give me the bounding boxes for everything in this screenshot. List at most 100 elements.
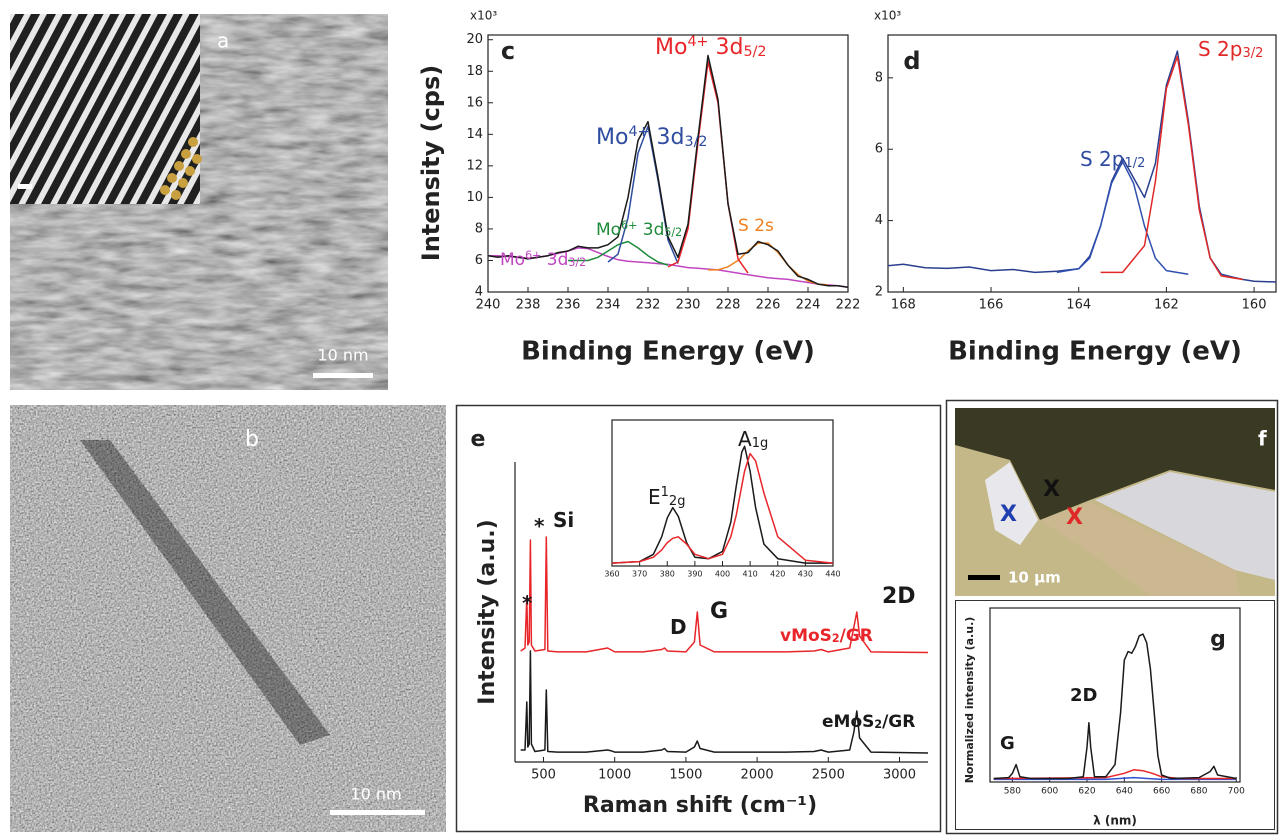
data-line (1056, 160, 1189, 275)
annotation: S 2p1/2 (1080, 147, 1145, 172)
x-tick-label: 700 (1228, 787, 1245, 797)
panel: d (903, 47, 920, 75)
annotation-part: G (1000, 733, 1015, 754)
annotation-part: 3d (650, 125, 685, 150)
annotation-part: 3d (541, 250, 568, 270)
annotation-part: /GR (840, 626, 873, 646)
annotation-part: 4+ (687, 34, 708, 50)
y-tick-label: 8 (875, 70, 883, 85)
annotation-part: 4+ (628, 124, 649, 140)
chart-3: 360 370 380 390 400 410 420 430 440 E12g A1g (604, 419, 841, 579)
x-tick-label: 440 (825, 570, 840, 579)
y-tick-label: 20 (466, 32, 483, 47)
annotation-part: 3d (637, 220, 664, 240)
annotation: G (1000, 733, 1015, 754)
annotation-part: /GR (882, 712, 915, 732)
annotation-part: G (710, 599, 728, 624)
x-tick-label: 400 (715, 570, 730, 579)
annotation-part: * (534, 514, 545, 538)
annotation-part: 5/2 (744, 44, 767, 60)
annotation-part: Mo (500, 250, 525, 270)
y-tick-label: 18 (466, 64, 483, 79)
annotation: E12g (648, 485, 685, 510)
series-group (888, 50, 1276, 283)
xlabel: Binding Energy (eV) (521, 337, 815, 367)
data-line (520, 536, 928, 654)
annotation: Si (553, 508, 574, 532)
x-tick-label: 168 (891, 298, 916, 313)
annotation-part: E (648, 485, 661, 509)
panel: g (1210, 627, 1226, 652)
x-tick-label: 240 (476, 298, 501, 313)
x-tick-label: 500 (531, 768, 556, 783)
annotation-part: Si (553, 508, 574, 532)
data-line (612, 452, 833, 564)
x-tick-label: 222 (836, 298, 861, 313)
series-group (612, 445, 833, 564)
y-tick-label: 12 (466, 158, 483, 173)
annotation: S 2s (738, 216, 774, 236)
plot-frame (487, 34, 849, 293)
annotation-part: Mo (596, 220, 621, 240)
chart-1: 168 166 164 162 160 2 4 6 8 Binding Energy (eV) x1… (874, 9, 1277, 367)
annotation-part: 2g (669, 494, 686, 509)
x-tick-label: 230 (676, 298, 701, 313)
annotation-part: vMoS (780, 626, 832, 646)
annotation-part: A (738, 427, 752, 451)
plot-frame (611, 419, 834, 567)
annotation: G (710, 599, 728, 624)
x-tick-label: 2000 (741, 768, 774, 783)
annotation-part: 2 (832, 632, 840, 645)
annotation: Mo6+ 3d3/2 (500, 249, 586, 270)
x-tick-label: 166 (979, 298, 1004, 313)
data-line (1100, 55, 1244, 281)
x-tick-label: 224 (796, 298, 821, 313)
annotation: 2D (1070, 685, 1097, 706)
ylabel: Intensity (cps) (417, 65, 445, 261)
x-tick-label: 370 (632, 570, 647, 579)
panel-label: b (245, 427, 259, 452)
annotation-part: 1/2 (1124, 156, 1145, 171)
annotation-part: 3/2 (1242, 46, 1263, 61)
annotation-part: 5/2 (664, 226, 682, 239)
xlabel: λ (nm) (1093, 814, 1137, 828)
x-tick-label: 580 (1004, 787, 1021, 797)
fringe-inset (10, 14, 200, 204)
annotation-part: 1 (661, 485, 669, 500)
x-tick-label: 680 (1190, 787, 1207, 797)
annotation-part: 2 (874, 718, 882, 731)
tem-image-a (10, 14, 388, 390)
annotation: Mo4+ 3d5/2 (655, 34, 767, 60)
x-tick-label: 640 (1116, 787, 1133, 797)
annotation-part: 6+ (621, 219, 637, 232)
x-tick-label: 620 (1078, 787, 1095, 797)
series-group (488, 54, 848, 289)
annotation-part: 2D (1070, 685, 1097, 706)
x-tick-label: 226 (756, 298, 781, 313)
data-line (488, 54, 848, 289)
y-tick-label: 2 (875, 285, 883, 300)
x-tick-label: 238 (516, 298, 541, 313)
annotation-part: 3/2 (685, 134, 708, 150)
y-tick-label: 6 (475, 253, 483, 268)
annotation-part: S 2p (1080, 147, 1124, 171)
panel-frame (955, 600, 1275, 830)
scale-bar-label: 10 μm (1008, 569, 1061, 587)
y-tick-label: 4 (875, 213, 883, 228)
plot-frame (989, 607, 1241, 783)
spot-marker: X (1043, 477, 1060, 502)
x-tick-label: 1500 (669, 768, 702, 783)
annotation: vMoS2/GR (780, 626, 873, 646)
xlabel: Raman shift (cm⁻¹) (583, 793, 817, 818)
x-tick-label: 380 (660, 570, 675, 579)
scale-bar (330, 810, 425, 815)
xlabel: Binding Energy (eV) (948, 337, 1242, 367)
x-tick-label: 228 (716, 298, 741, 313)
x-tick-label: 2500 (812, 768, 845, 783)
multiplier: x10³ (470, 9, 497, 23)
chart-0: 240 238 236 234 232 230 228 226 224 222 4 6 8 10 12 14 1… (417, 9, 860, 367)
series-group (993, 633, 1237, 781)
x-tick-label: 3000 (883, 768, 916, 783)
atom-model (160, 137, 202, 200)
